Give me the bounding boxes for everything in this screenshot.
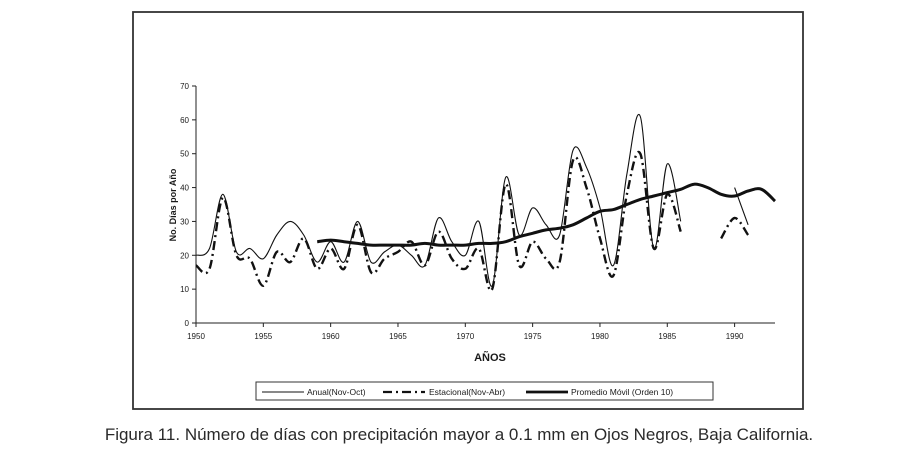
y-tick-label: 0 — [185, 319, 190, 328]
x-tick-label: 1990 — [726, 332, 744, 341]
chart-border — [132, 11, 804, 410]
y-tick-label: 60 — [180, 116, 189, 125]
series-estacional-line — [195, 150, 750, 292]
legend: Anual(Nov-Oct) Estacional(Nov-Abr) Prome… — [255, 381, 714, 401]
y-tick-label: 50 — [180, 150, 189, 159]
x-tick-label: 1960 — [322, 332, 340, 341]
legend-box — [255, 381, 714, 401]
chart: 0 10 20 30 40 50 60 70 1950 1955 1960 1965 1970 1975 1… — [132, 11, 804, 410]
x-tick-label: 1955 — [254, 332, 272, 341]
x-tick-label: 1980 — [591, 332, 609, 341]
series-layer — [195, 113, 777, 292]
y-tick-label: 70 — [180, 82, 189, 91]
y-tick-label: 30 — [180, 217, 189, 226]
y-tick-label: 10 — [180, 285, 189, 294]
x-tick-label: 1965 — [389, 332, 407, 341]
legend-label-estacional: Estacional(Nov-Abr) — [429, 387, 505, 397]
x-tick-label: 1975 — [524, 332, 542, 341]
legend-label-promedio: Promedio Móvil (Orden 10) — [571, 387, 673, 397]
x-tick-label: 1970 — [456, 332, 474, 341]
y-tick-label: 20 — [180, 251, 189, 260]
legend-label-anual: Anual(Nov-Oct) — [307, 387, 366, 397]
x-tick-label: 1985 — [658, 332, 676, 341]
y-axis-title: No. Días por Año — [168, 168, 178, 241]
series-promedio-movil-line — [317, 182, 777, 247]
figure-caption: Figura 11. Número de días con precipitac… — [104, 425, 814, 444]
axes: 0 10 20 30 40 50 60 70 1950 1955 1960 1965 1970 1975 1… — [180, 82, 775, 341]
series-anual-line — [195, 113, 749, 287]
y-tick-label: 40 — [180, 184, 189, 193]
x-tick-label: 1950 — [187, 332, 205, 341]
x-axis-title: AÑOS — [474, 351, 506, 364]
